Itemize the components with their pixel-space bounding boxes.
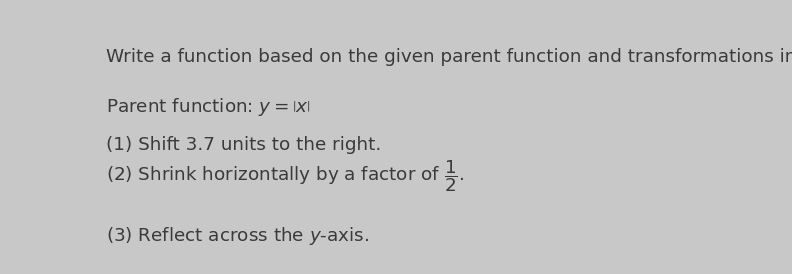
Text: (1) Shift 3.7 units to the right.: (1) Shift 3.7 units to the right. — [106, 136, 382, 154]
Text: Parent function: $y=\left|x\right|$: Parent function: $y=\left|x\right|$ — [106, 96, 311, 118]
Text: (2) Shrink horizontally by a factor of $\dfrac{1}{2}$.: (2) Shrink horizontally by a factor of $… — [106, 158, 464, 194]
Text: Write a function based on the given parent function and transformations in the g: Write a function based on the given pare… — [106, 48, 792, 66]
Text: (3) Reflect across the $y$-axis.: (3) Reflect across the $y$-axis. — [106, 225, 370, 247]
